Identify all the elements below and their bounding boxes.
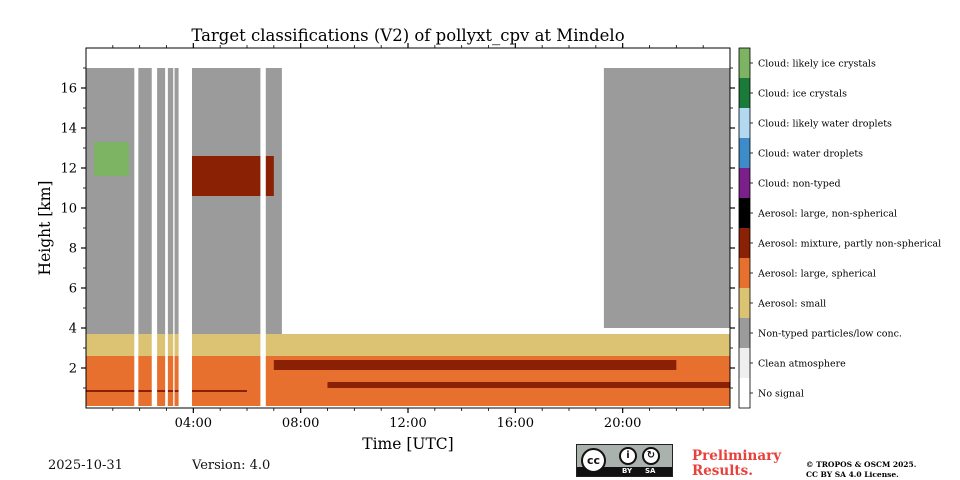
- layer-8: [94, 142, 129, 176]
- y-axis-label: Height [km]: [36, 181, 54, 276]
- legend-swatch-5: [739, 228, 750, 258]
- share-alike-icon: ↻: [642, 447, 660, 465]
- axes: 04:00 08:00 12:00 16:00 20:00 2 4 6 8 10 12 14 16: [60, 43, 735, 431]
- legend-swatch-10: [739, 78, 750, 108]
- legend-swatch-0: [739, 378, 750, 408]
- legend-swatch-2: [739, 318, 750, 348]
- x-tick-label-2: 12:00: [389, 416, 426, 431]
- copyright-notice: © TROPOS & OSCM 2025. CC BY SA 4.0 Licen…: [806, 460, 916, 480]
- no-signal-gap-3: [173, 48, 175, 408]
- y-tick-label-5: 12: [60, 162, 77, 177]
- legend-swatch-3: [739, 288, 750, 318]
- legend-label-2: Non-typed particles/low conc.: [758, 329, 902, 340]
- x-axis-label: Time [UTC]: [362, 435, 453, 453]
- legend-swatch-8: [739, 138, 750, 168]
- layer-7: [603, 68, 730, 328]
- legend-label-5: Aerosol: mixture, partly non-spherical: [757, 239, 941, 250]
- legend-swatch-4: [739, 258, 750, 288]
- y-tick-label-7: 16: [60, 82, 77, 97]
- legend-frame: [738, 47, 751, 409]
- version-label: Version: 4.0: [192, 458, 271, 473]
- legend-label-6: Aerosol: large, non-spherical: [757, 209, 897, 220]
- preliminary-results-notice: Preliminary Results.: [692, 449, 781, 479]
- no-signal-gap-2: [165, 48, 168, 408]
- attribution-person-icon: i: [619, 447, 637, 465]
- x-tick-label-3: 16:00: [497, 416, 534, 431]
- creative-commons-icon: cc: [581, 448, 606, 473]
- no-signal-gap-5: [260, 48, 266, 408]
- legend-label-8: Cloud: water droplets: [758, 149, 863, 160]
- y-tick-label-4: 10: [60, 202, 77, 217]
- legend-label-1: Clean atmosphere: [758, 359, 846, 370]
- legend-label-7: Cloud: non-typed: [758, 179, 841, 190]
- legend-label-10: Cloud: ice crystals: [758, 89, 847, 100]
- copyright-line-1: © TROPOS & OSCM 2025.: [806, 460, 917, 469]
- legend-label-11: Cloud: likely ice crystals: [758, 59, 876, 70]
- y-tick-label-2: 6: [69, 282, 77, 297]
- layer-4: [273, 360, 677, 370]
- y-tick-label-0: 2: [69, 362, 77, 377]
- layer-9: [190, 156, 274, 196]
- layer-0: [86, 390, 730, 406]
- no-signal-gap-0: [134, 48, 139, 408]
- layer-3: [86, 334, 730, 356]
- legend-label-4: Aerosol: large, spherical: [757, 269, 876, 280]
- copyright-line-2: CC BY SA 4.0 License.: [806, 470, 899, 479]
- cc-sa-label: SA: [645, 467, 656, 475]
- cc-by-label: BY: [622, 467, 633, 475]
- legend-swatch-9: [739, 108, 750, 138]
- cc-license-badge[interactable]: cc i ↻ BY SA: [576, 444, 673, 477]
- legend-swatch-6: [739, 198, 750, 228]
- preliminary-line-2: Results.: [692, 463, 753, 479]
- preliminary-line-1: Preliminary: [692, 448, 782, 464]
- y-tick-label-6: 14: [60, 122, 77, 137]
- legend-label-3: Aerosol: small: [757, 299, 826, 310]
- date-label: 2025-10-31: [48, 458, 123, 473]
- layer-5: [327, 382, 730, 388]
- legend-swatch-11: [739, 48, 750, 78]
- legend-label-0: No signal: [758, 389, 804, 400]
- no-signal-gap-4: [178, 48, 192, 408]
- y-tick-label-3: 8: [69, 242, 77, 257]
- x-tick-label-1: 08:00: [282, 416, 319, 431]
- no-signal-gap-1: [151, 48, 158, 408]
- legend-swatch-7: [739, 168, 750, 198]
- y-tick-label-1: 4: [69, 322, 77, 337]
- chart-title: Target classifications (V2) of pollyxt_c…: [191, 26, 624, 45]
- x-tick-label-4: 20:00: [604, 416, 641, 431]
- plot-area: [86, 48, 730, 408]
- legend-swatch-1: [739, 348, 750, 378]
- legend-colorbar: No signal Clean atmosphere Non-typed parti…: [738, 47, 941, 409]
- x-tick-label-0: 04:00: [175, 416, 212, 431]
- cc-badge-band: [577, 467, 672, 476]
- legend-label-9: Cloud: likely water droplets: [758, 119, 892, 130]
